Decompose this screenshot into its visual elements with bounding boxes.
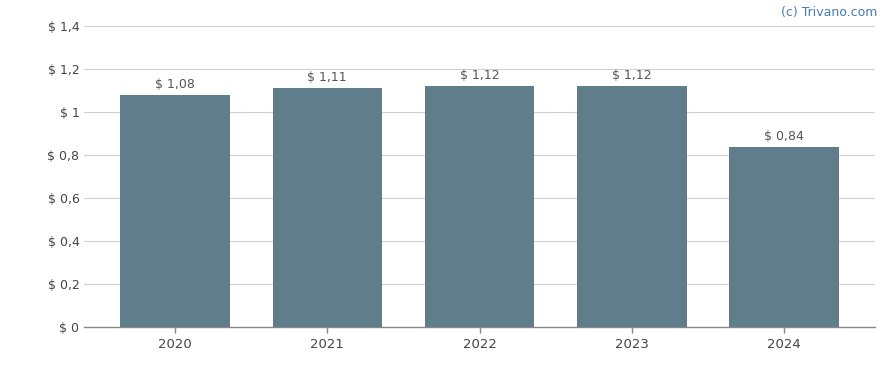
Bar [120,95,230,327]
Text: $ 1,12: $ 1,12 [460,69,499,83]
Bar [273,88,382,327]
Text: $ 1,12: $ 1,12 [612,69,652,83]
Bar [424,86,535,327]
Text: $ 0,84: $ 0,84 [764,130,804,143]
Bar [729,147,839,327]
Text: $ 1,08: $ 1,08 [155,78,195,91]
Text: $ 1,11: $ 1,11 [307,71,347,84]
Text: (c) Trivano.com: (c) Trivano.com [781,6,877,18]
Bar [577,86,686,327]
